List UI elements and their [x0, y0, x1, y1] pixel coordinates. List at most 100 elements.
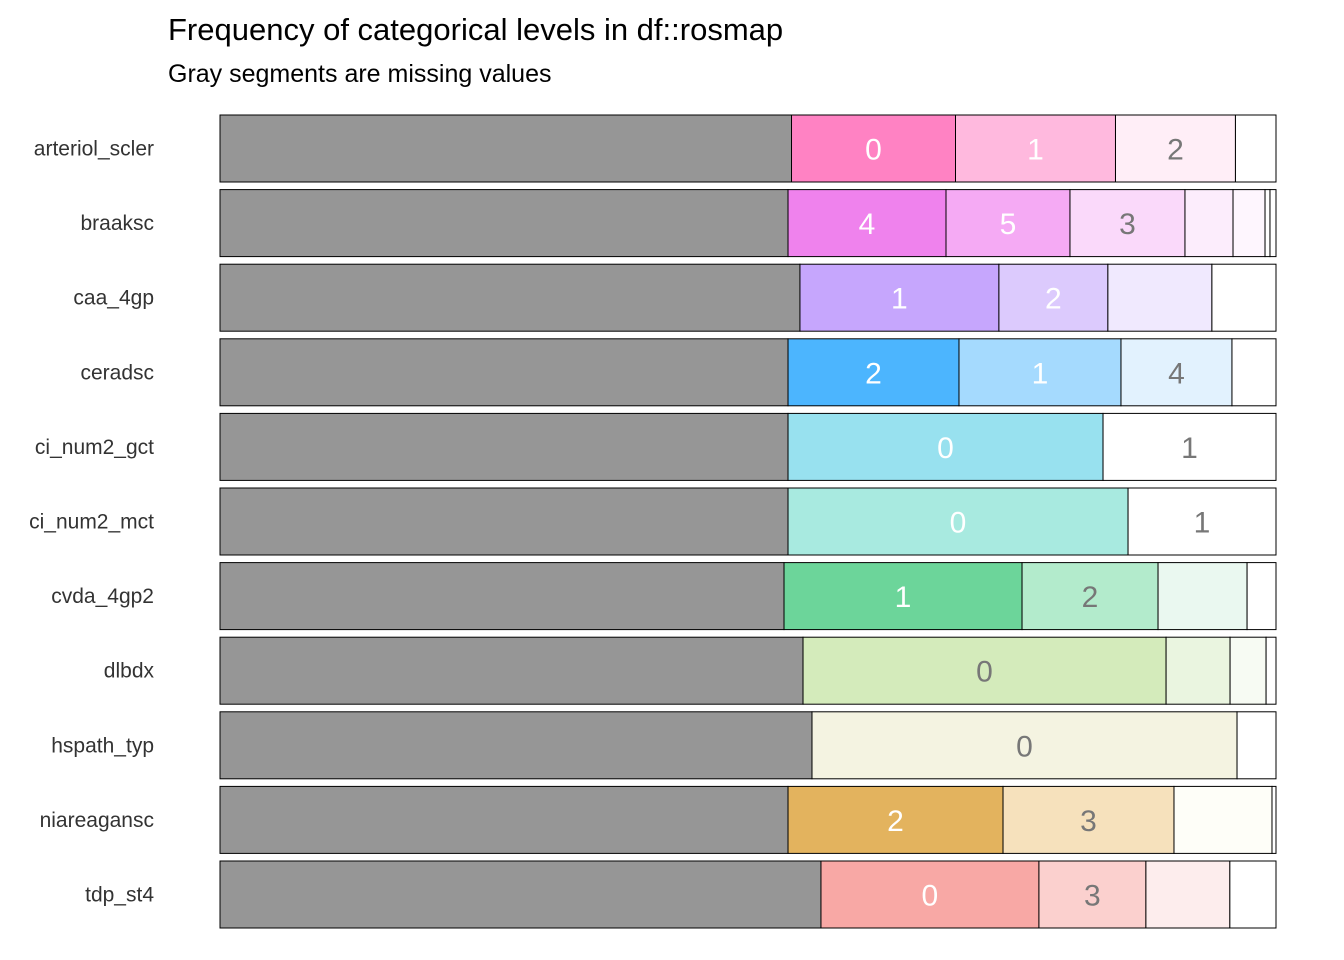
level-segment — [787, 412, 1104, 481]
segment-label: 1 — [1032, 357, 1049, 390]
level-segment — [1107, 263, 1213, 332]
level-segment — [1173, 785, 1273, 854]
segment-label: 0 — [922, 880, 939, 913]
row-label: arteriol_scler — [34, 138, 154, 161]
level-segment — [1127, 487, 1277, 556]
missing-segment — [219, 860, 822, 929]
level-segment — [787, 785, 1004, 854]
segment-label: 1 — [891, 283, 908, 316]
bar-row: ci_num2_mct 0 1 — [29, 487, 1277, 556]
level-segment — [1157, 562, 1248, 631]
segment-label: 2 — [865, 357, 882, 390]
level-segment — [1231, 338, 1277, 407]
level-segment — [1271, 785, 1277, 854]
segment-label: 2 — [1082, 581, 1099, 614]
level-segment — [958, 338, 1122, 407]
missing-segment — [219, 636, 804, 705]
level-segment — [1265, 636, 1277, 705]
level-segment — [1269, 189, 1277, 258]
row-label: braaksc — [80, 212, 154, 235]
row-label: ci_num2_gct — [35, 436, 154, 459]
row-label: tdp_st4 — [85, 884, 154, 907]
segment-label: 0 — [865, 134, 882, 167]
missing-segment — [219, 114, 793, 183]
bar-row: caa_4gp 1 2 — [73, 263, 1277, 332]
missing-segment — [219, 189, 789, 258]
level-segment — [1211, 263, 1277, 332]
segment-label: 5 — [1000, 208, 1017, 241]
segment-label: 0 — [1016, 730, 1033, 763]
row-label: cvda_4gp2 — [51, 585, 154, 608]
bar-row: dlbdx 0 — [104, 636, 1277, 705]
level-segment — [1246, 562, 1277, 631]
level-segment — [1145, 860, 1231, 929]
missing-segment — [219, 562, 785, 631]
bar-row: ci_num2_gct 0 1 — [35, 412, 1277, 481]
level-segment — [1069, 189, 1186, 258]
segment-label: 1 — [1027, 134, 1044, 167]
segment-label: 0 — [976, 656, 993, 689]
level-segment — [1184, 189, 1234, 258]
level-segment — [1229, 860, 1277, 929]
level-segment — [783, 562, 1023, 631]
segment-label: 2 — [1045, 283, 1062, 316]
row-label: niareagansc — [40, 809, 154, 832]
segment-label: 1 — [1194, 507, 1211, 540]
segment-label: 2 — [1167, 134, 1184, 167]
level-segment — [787, 189, 947, 258]
segment-label: 0 — [950, 507, 967, 540]
level-segment — [1232, 189, 1266, 258]
segment-label: 0 — [937, 432, 954, 465]
segment-label: 3 — [1080, 805, 1097, 838]
missing-segment — [219, 785, 789, 854]
chart-subtitle: Gray segments are missing values — [168, 60, 551, 88]
missing-segment — [219, 412, 789, 481]
segment-label: 1 — [1181, 432, 1198, 465]
segment-label: 1 — [895, 581, 912, 614]
row-label: hspath_typ — [51, 734, 154, 757]
level-segment — [1114, 114, 1236, 183]
bar-row: ceradsc 2 1 4 — [80, 338, 1277, 407]
chart-title: Frequency of categorical levels in df::r… — [168, 12, 783, 47]
level-segment — [820, 860, 1040, 929]
row-label: caa_4gp — [73, 287, 154, 310]
level-segment — [787, 338, 960, 407]
bar-row: arteriol_scler 0 1 2 — [34, 114, 1277, 183]
row-label: ci_num2_mct — [29, 511, 154, 534]
bar-row: tdp_st4 0 3 — [85, 860, 1277, 929]
missing-segment — [219, 711, 813, 780]
bar-row: braaksc 4 5 3 — [80, 189, 1277, 258]
level-segment — [1229, 636, 1267, 705]
level-segment — [955, 114, 1116, 183]
segment-label: 2 — [887, 805, 904, 838]
bar-row: niareagansc 2 3 — [40, 785, 1277, 854]
level-segment — [945, 189, 1071, 258]
level-segment — [1165, 636, 1231, 705]
bar-row: hspath_typ 0 — [51, 711, 1277, 780]
level-segment — [787, 487, 1129, 556]
level-segment — [1236, 711, 1277, 780]
row-label: ceradsc — [80, 361, 154, 384]
level-segment — [1264, 189, 1271, 258]
segment-label: 4 — [859, 208, 876, 241]
missing-segment — [219, 487, 789, 556]
level-segment — [998, 263, 1109, 332]
level-segment — [799, 263, 1000, 332]
level-segment — [811, 711, 1238, 780]
segment-label: 3 — [1119, 208, 1136, 241]
segment-label: 3 — [1084, 880, 1101, 913]
bar-row: cvda_4gp2 1 2 — [51, 562, 1277, 631]
level-segment — [1234, 114, 1277, 183]
level-segment — [1038, 860, 1147, 929]
segment-label: 4 — [1168, 357, 1185, 390]
row-label: dlbdx — [104, 660, 155, 683]
missing-segment — [219, 338, 789, 407]
level-segment — [791, 114, 957, 183]
level-segment — [1021, 562, 1159, 631]
level-segment — [1002, 785, 1175, 854]
missing-segment — [219, 263, 801, 332]
level-segment — [1102, 412, 1277, 481]
